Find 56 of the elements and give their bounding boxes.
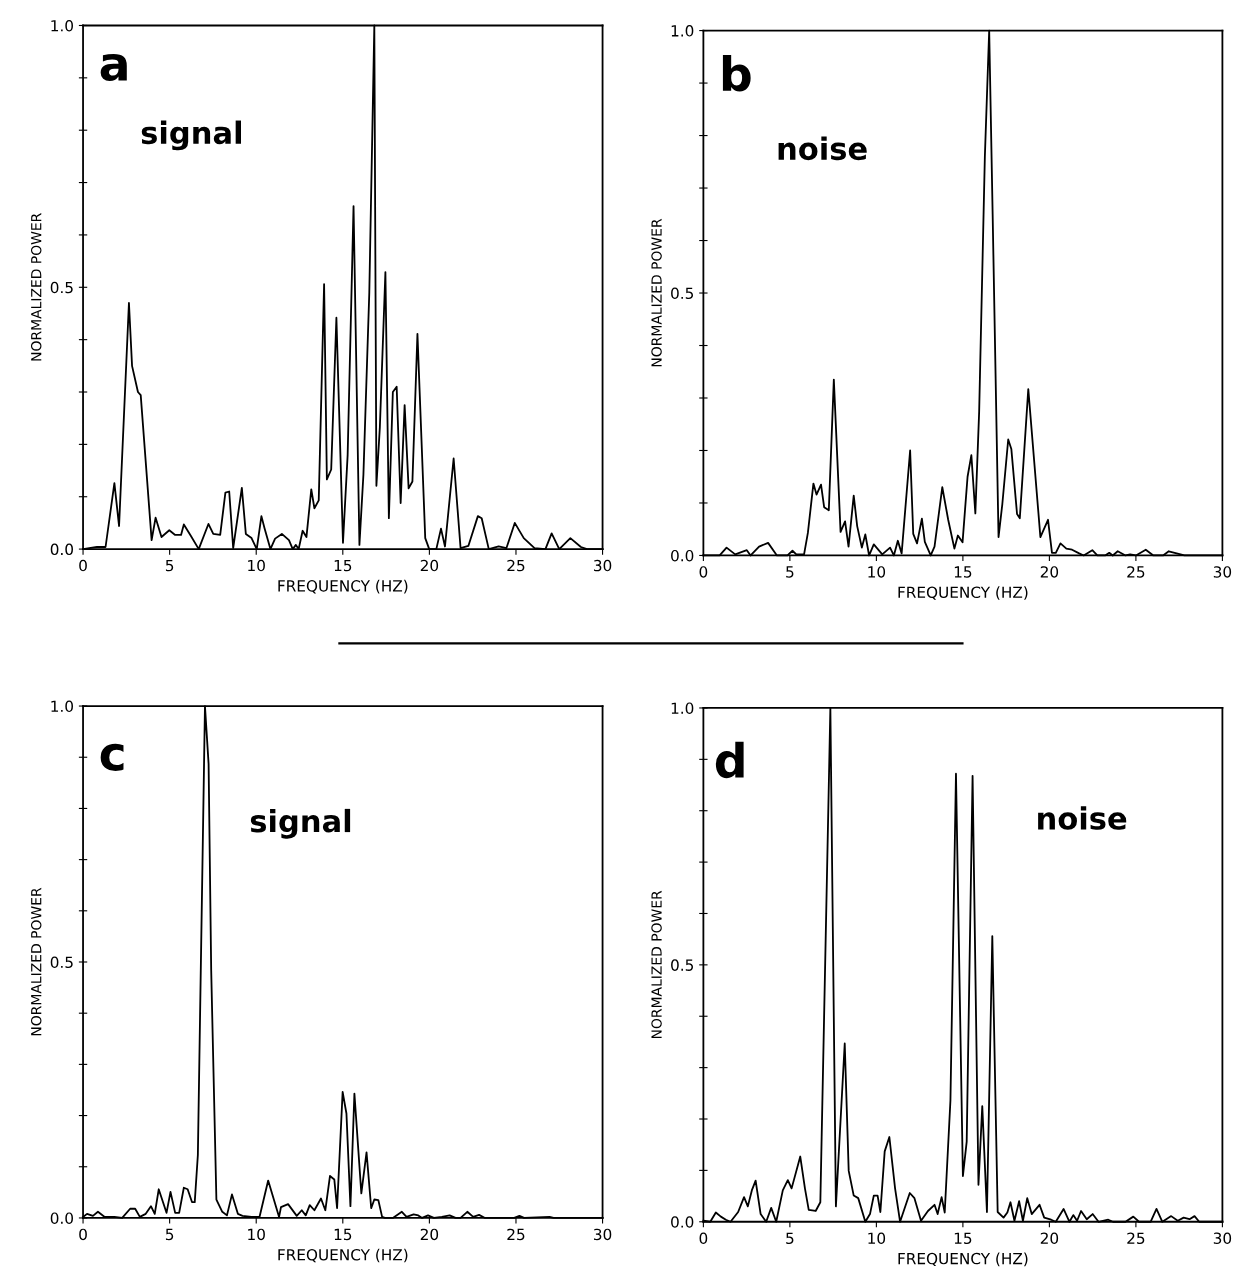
- x-tick-label: 20: [420, 1228, 439, 1241]
- y-tick-label: 0.0: [671, 1216, 694, 1228]
- x-tick-label: 10: [868, 1232, 886, 1245]
- x-tick-label: 25: [1127, 566, 1145, 578]
- x-tick-label: 0: [79, 1228, 87, 1241]
- y-axis-title: NORMALIZED POWER: [30, 887, 42, 1036]
- y-tick-label: 0.5: [671, 959, 694, 971]
- y-tick-label: 1.0: [51, 19, 74, 32]
- y-tick-label: 0.0: [50, 543, 74, 556]
- y-tick-label: 0.0: [50, 1212, 74, 1224]
- annotation: signal: [250, 808, 351, 839]
- y-axis-title: NORMALIZED POWER: [30, 213, 42, 361]
- annotation: b: [722, 54, 751, 92]
- x-tick-label: 0: [699, 1232, 708, 1245]
- y-tick-label: 1.0: [51, 700, 74, 713]
- y-tick-label: 0.5: [50, 956, 73, 969]
- y-tick-label: 0.0: [671, 549, 694, 562]
- x-tick-label: 30: [1213, 1232, 1232, 1245]
- x-tick-label: 15: [954, 1232, 972, 1245]
- x-axis-title: FREQUENCY (HZ): [898, 1252, 1028, 1267]
- x-tick-label: 10: [248, 559, 265, 572]
- annotation: noise: [778, 136, 867, 161]
- x-tick-label: 30: [594, 1228, 612, 1241]
- y-axis-title: NORMALIZED POWER: [651, 218, 662, 367]
- x-tick-label: 25: [507, 1228, 525, 1241]
- x-tick-label: 15: [334, 559, 352, 572]
- x-tick-label: 0: [699, 566, 708, 578]
- x-tick-label: 20: [420, 559, 439, 572]
- x-axis-title: FREQUENCY (HZ): [278, 579, 408, 594]
- y-axis-title: NORMALIZED POWER: [651, 890, 662, 1039]
- x-tick-label: 20: [1040, 566, 1059, 578]
- annotation: d: [715, 741, 744, 779]
- x-tick-label: 15: [334, 1228, 352, 1241]
- annotation: c: [100, 743, 124, 771]
- x-tick-label: 30: [1213, 566, 1232, 578]
- annotation: a: [100, 53, 127, 82]
- y-tick-label: 1.0: [671, 702, 694, 714]
- y-tick-label: 1.0: [671, 25, 694, 37]
- x-tick-label: 5: [165, 559, 174, 572]
- x-tick-label: 25: [1127, 1232, 1145, 1245]
- x-tick-label: 5: [165, 1228, 174, 1241]
- x-tick-label: 10: [248, 1228, 265, 1241]
- x-tick-label: 0: [79, 559, 87, 572]
- y-tick-label: 0.5: [50, 281, 73, 294]
- x-tick-label: 20: [1040, 1232, 1059, 1245]
- annotation: signal: [141, 120, 242, 151]
- x-tick-label: 25: [507, 559, 525, 572]
- x-axis-title: FREQUENCY (HZ): [898, 586, 1028, 600]
- y-tick-label: 0.5: [671, 287, 694, 300]
- x-tick-label: 15: [954, 566, 972, 578]
- x-tick-label: 5: [786, 1232, 794, 1245]
- x-axis-title: FREQUENCY (HZ): [278, 1248, 408, 1263]
- x-tick-label: 10: [868, 566, 886, 578]
- annotation: noise: [1038, 806, 1127, 830]
- x-tick-label: 30: [594, 559, 612, 572]
- x-tick-label: 5: [786, 566, 794, 578]
